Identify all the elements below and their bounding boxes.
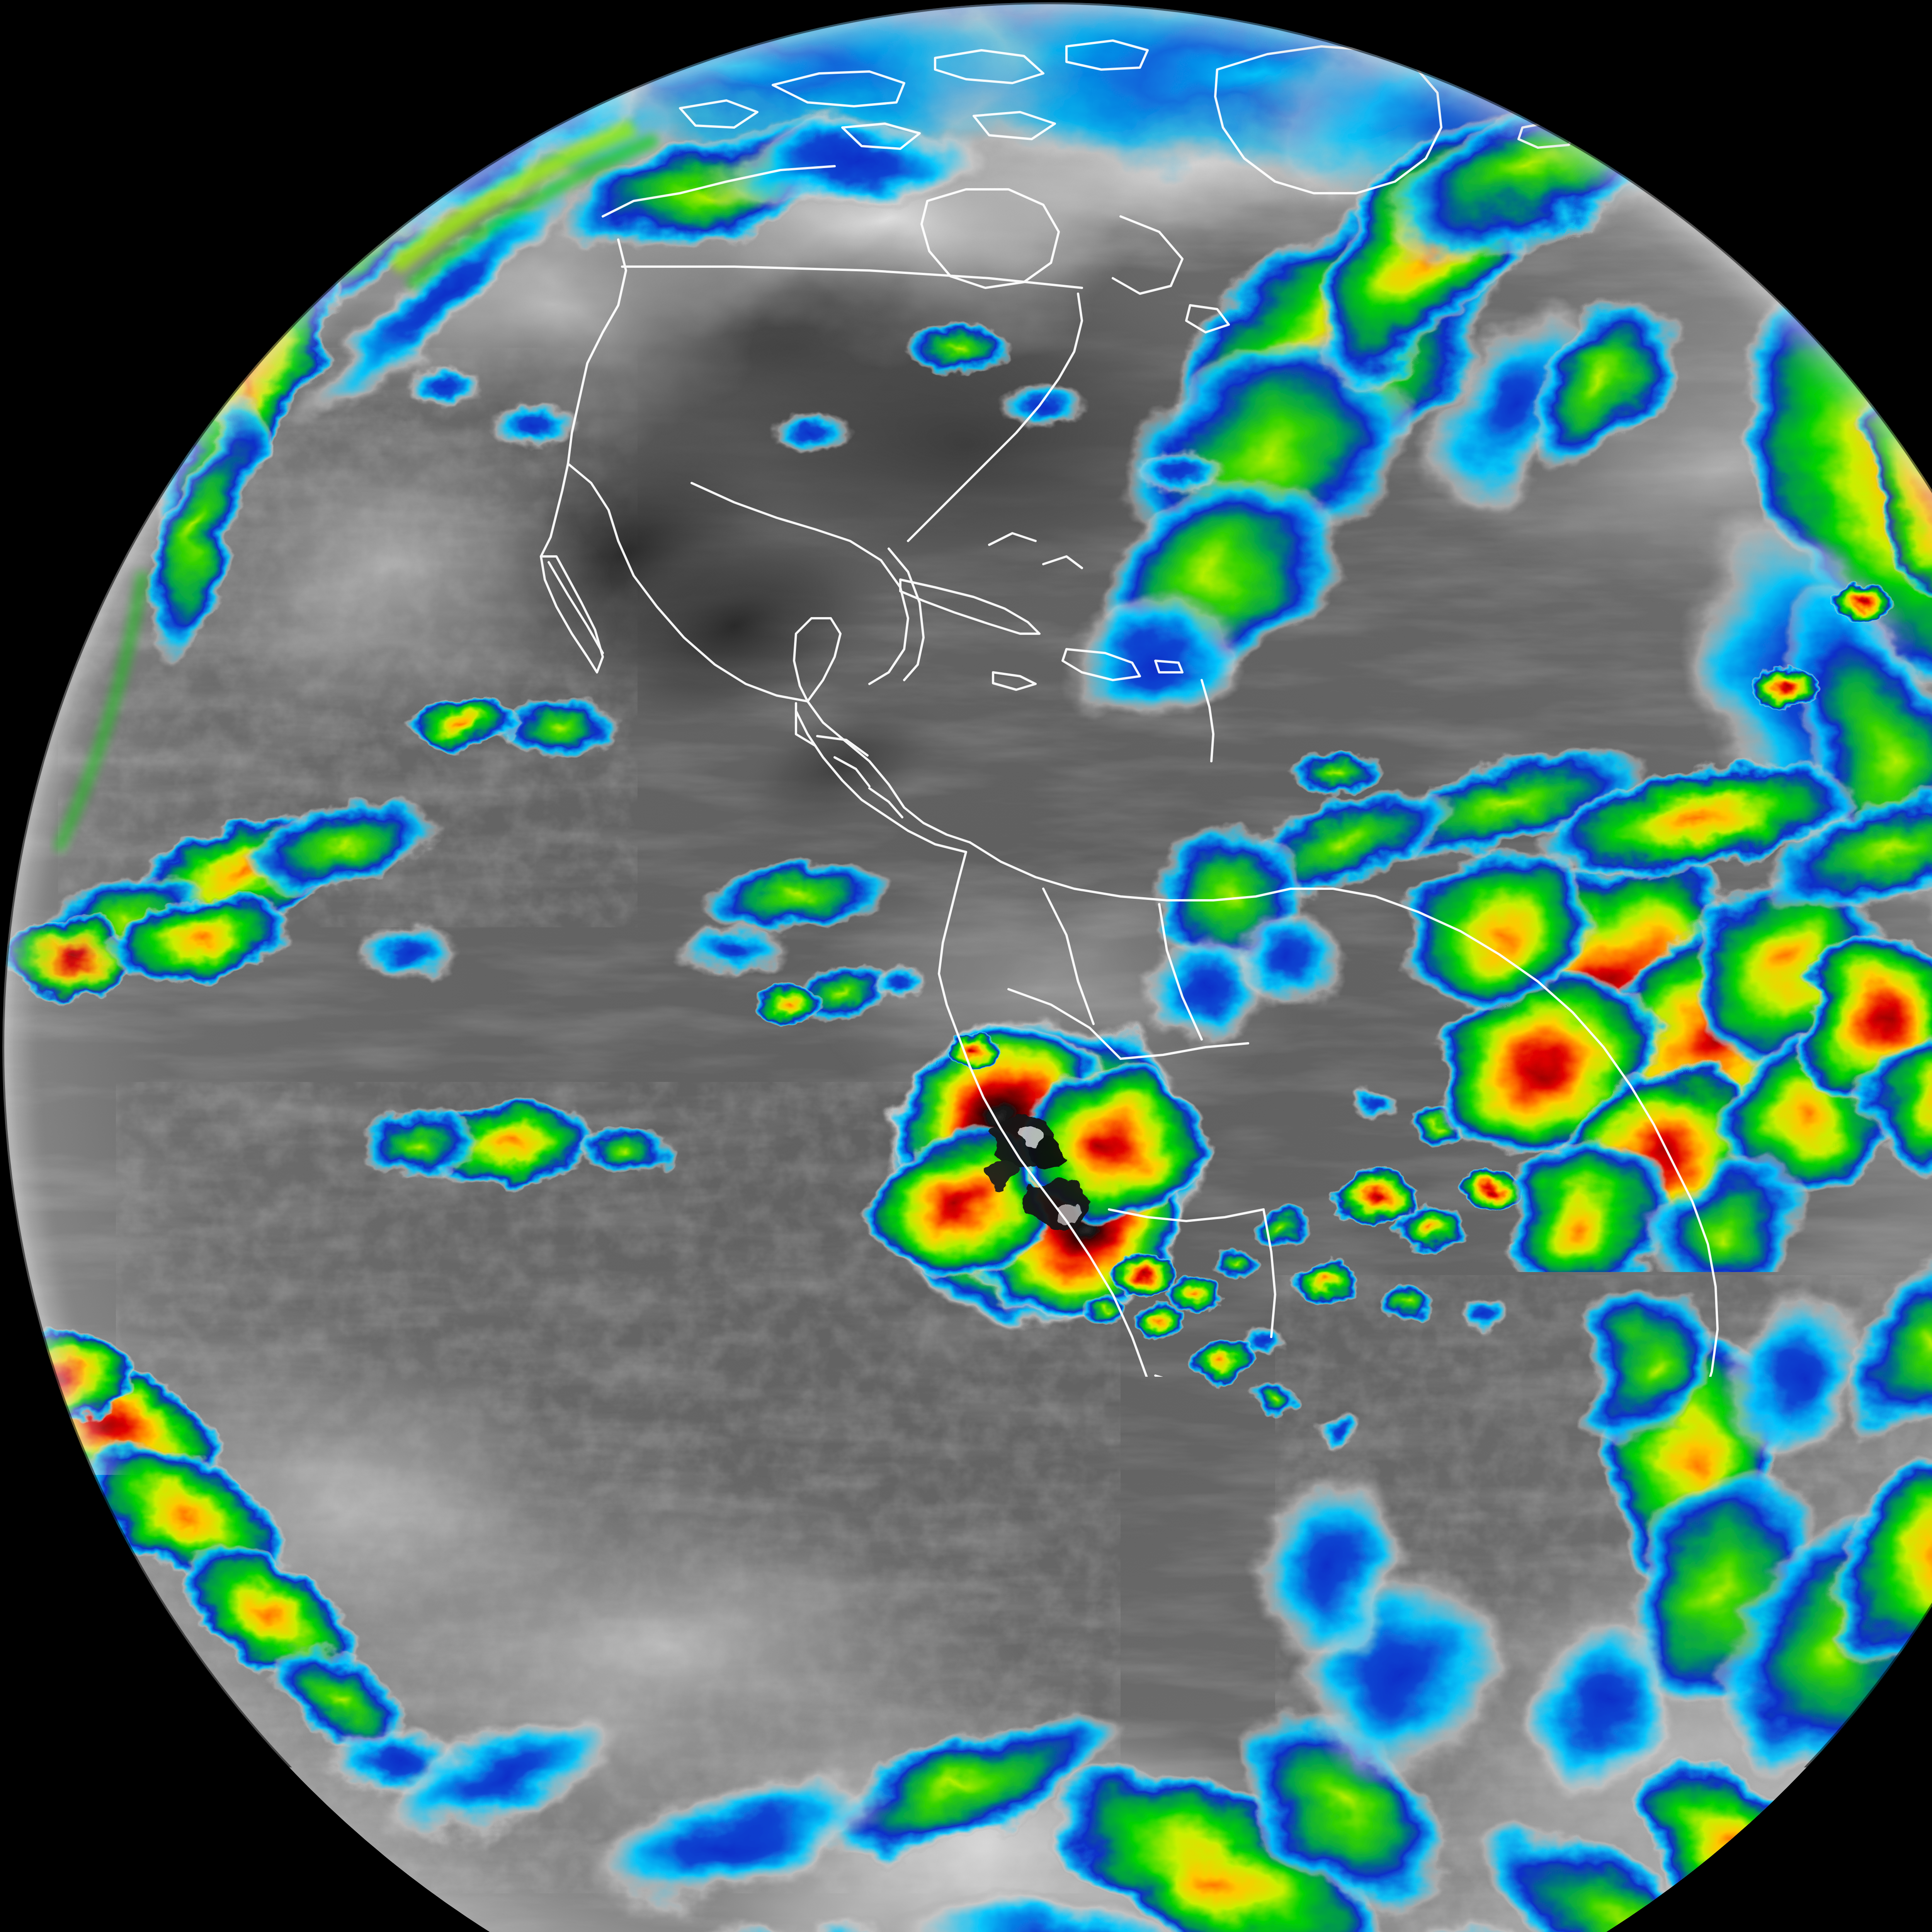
globe-base-shading bbox=[2, 2, 1932, 1932]
full-disk-render bbox=[0, 0, 1932, 1932]
south-atlantic-convergence-zone bbox=[1498, 1223, 1932, 1828]
south-pacific-convection bbox=[0, 1317, 464, 1801]
sensor-noise-layer bbox=[0, 0, 1932, 1932]
nw-limb-frontal-band bbox=[119, 30, 994, 685]
earth-disk bbox=[0, 0, 1932, 1932]
southern-ocean-frontal-bands bbox=[355, 1447, 1872, 1932]
limb-edge-highlight bbox=[5, 5, 1932, 1932]
cirrus-texture-layer bbox=[0, 0, 1932, 1932]
stratocumulus-texture-layer bbox=[58, 348, 1932, 1932]
misc-convective-cells bbox=[406, 321, 1932, 1741]
limb-colored-arcs bbox=[58, 128, 1932, 850]
east-pacific-itcz bbox=[8, 696, 892, 1198]
satellite-image-canvas: GOES Full Disk Enhanced Infrared Imagery… bbox=[0, 0, 1932, 1932]
landmass-thermal-layer bbox=[375, 147, 1932, 1839]
atlantic-itcz-convection bbox=[1374, 810, 1932, 1322]
disk-outline bbox=[2, 2, 1932, 1932]
space-background bbox=[0, 0, 1932, 1932]
peru-mesoscale-convective-system bbox=[847, 974, 1284, 1358]
north-atlantic-frontal-systems bbox=[1036, 27, 1932, 947]
arctic-cold-air-mass bbox=[267, 0, 1777, 228]
atlantic-itcz-northern-arm bbox=[1140, 727, 1932, 1047]
mid-cloud-layer bbox=[54, 43, 1932, 1932]
map-overlay-coastlines bbox=[541, 41, 1932, 1932]
amazon-scattered-convection bbox=[1190, 1089, 1566, 1447]
limb-brightening-rim bbox=[12, 12, 1932, 1932]
